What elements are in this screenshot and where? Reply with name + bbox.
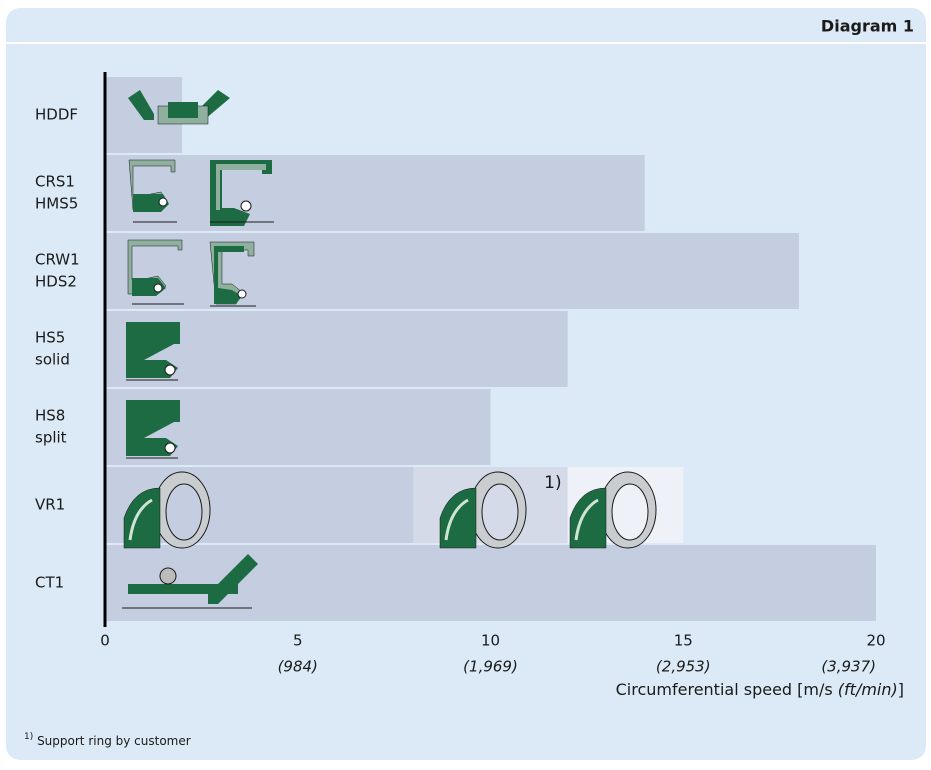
category-label: HS8: [35, 407, 65, 425]
x-tick-label: 0: [100, 632, 110, 650]
icons: [122, 90, 657, 609]
seal-icon: [123, 471, 211, 549]
category-label: CRS1: [35, 173, 75, 191]
header-title: Diagram 1: [821, 17, 914, 36]
bar: [105, 233, 799, 309]
bar: [105, 311, 568, 387]
x-tick-secondary-label: (2,953): [656, 658, 711, 676]
category-label: solid: [35, 351, 70, 369]
seal-icon: [210, 160, 274, 226]
x-tick-label: 15: [674, 632, 693, 650]
category-label: CT1: [35, 574, 64, 592]
seal-icon: [126, 400, 180, 459]
x-tick-label: 10: [481, 632, 500, 650]
bar: [105, 155, 645, 231]
seal-icon: [122, 554, 258, 609]
category-label: HDS2: [35, 273, 77, 291]
category-label: HDDF: [35, 106, 78, 124]
x-tick-label: 5: [293, 632, 303, 650]
category-label: HMS5: [35, 195, 78, 213]
seal-icon: [128, 159, 177, 223]
x-tick-label: 20: [866, 632, 885, 650]
footnote-marker: 1): [24, 732, 33, 742]
seal-icon: [569, 471, 657, 549]
bar-note: 1): [544, 473, 561, 493]
x-tick-secondary-label: (984): [278, 658, 318, 676]
seal-icon: [127, 239, 184, 305]
category-label: CRW1: [35, 251, 80, 269]
category-label: HS5: [35, 329, 65, 347]
x-tick-secondary-label: (3,937): [821, 658, 876, 676]
x-tick-secondary-label: (1,969): [463, 658, 518, 676]
footnote: 1) Support ring by customer: [24, 732, 191, 748]
footnote-text: Support ring by customer: [33, 734, 190, 748]
x-axis-label: Circumferential speed [m/s (ft/min)]: [616, 680, 904, 699]
x-label-text: Circumferential speed [m/s: [616, 680, 838, 699]
seal-icon: [209, 241, 256, 307]
seal-icon: [126, 322, 180, 381]
x-label-italic: (ft/min): [838, 680, 898, 699]
x-label-end: ]: [898, 680, 904, 699]
category-label: split: [35, 429, 67, 447]
category-label: VR1: [35, 496, 65, 514]
seal-icon: [439, 471, 527, 549]
seal-icon: [128, 90, 230, 125]
